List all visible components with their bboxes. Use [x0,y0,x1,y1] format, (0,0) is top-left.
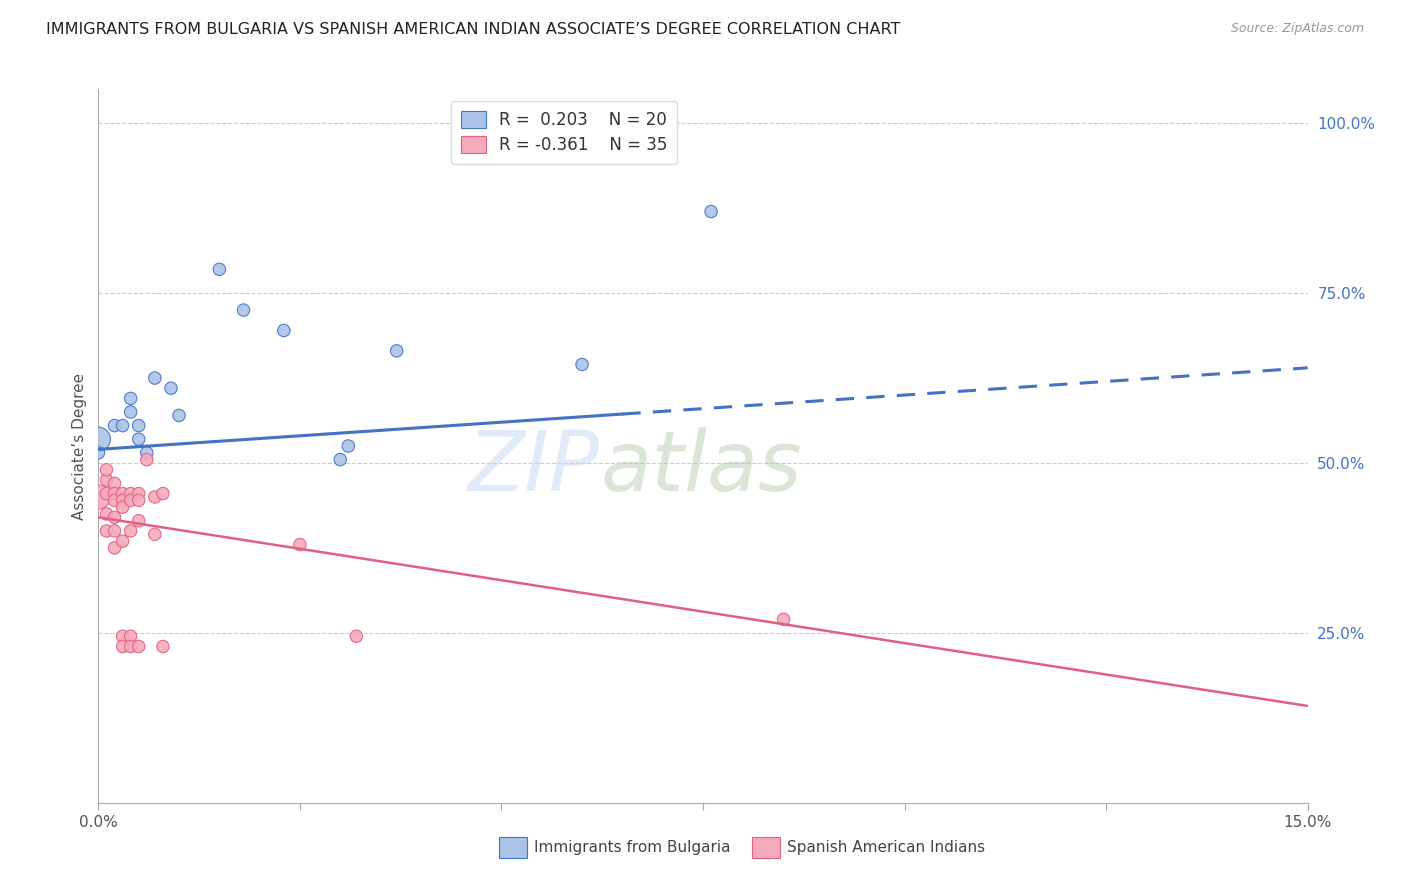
Point [96,473,118,487]
Point [128,432,150,446]
Point [344,629,367,643]
Point [103,524,125,538]
Point [120,524,142,538]
Point [143,527,166,541]
Point [96,524,118,538]
Point [103,476,125,491]
Point [273,323,295,337]
Point [385,343,408,358]
Point [232,303,254,318]
Point [772,612,794,626]
Point [208,262,231,277]
Text: Immigrants from Bulgaria: Immigrants from Bulgaria [534,840,731,855]
Point [96,486,118,500]
Point [288,537,311,551]
Text: Spanish American Indians: Spanish American Indians [787,840,986,855]
Point [103,486,125,500]
Point [120,405,142,419]
Point [103,510,125,524]
Point [128,418,150,433]
Point [167,409,190,423]
Point [87,490,110,504]
Text: IMMIGRANTS FROM BULGARIA VS SPANISH AMERICAN INDIAN ASSOCIATE’S DEGREE CORRELATI: IMMIGRANTS FROM BULGARIA VS SPANISH AMER… [46,22,901,37]
Point [143,371,166,385]
Point [103,493,125,508]
Point [700,204,723,219]
Point [128,514,150,528]
Point [87,432,110,446]
Point [571,358,593,372]
Point [128,486,150,500]
Point [120,640,142,654]
Point [111,486,134,500]
Point [111,500,134,515]
Point [128,640,150,654]
Text: atlas: atlas [600,427,801,508]
Point [111,629,134,643]
Text: ZIP: ZIP [468,427,600,508]
Point [111,534,134,549]
Y-axis label: Associate’s Degree: Associate’s Degree [72,373,87,519]
Text: Source: ZipAtlas.com: Source: ZipAtlas.com [1230,22,1364,36]
Point [135,446,157,460]
Point [337,439,360,453]
Point [103,541,125,555]
Point [87,446,110,460]
Point [160,381,183,395]
Point [152,486,174,500]
Point [120,392,142,406]
Point [152,640,174,654]
Point [120,493,142,508]
Point [111,640,134,654]
Point [143,490,166,504]
Point [96,463,118,477]
Point [120,629,142,643]
Point [111,493,134,508]
Point [103,418,125,433]
Point [120,486,142,500]
Point [135,452,157,467]
Point [111,418,134,433]
Point [96,507,118,521]
Point [329,452,352,467]
Legend: R =  0.203    N = 20, R = -0.361    N = 35: R = 0.203 N = 20, R = -0.361 N = 35 [450,101,678,164]
Point [128,493,150,508]
